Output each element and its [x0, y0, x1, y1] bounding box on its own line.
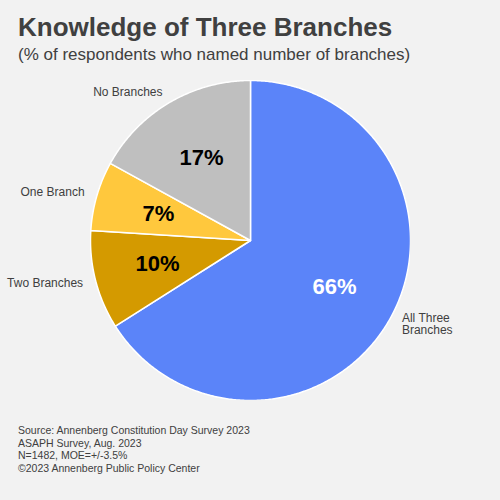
html-text:Source: Annenberg Constitution: Source: Annenberg Constitution Day Surve…	[18, 424, 250, 436]
svg-text:66%: 66%	[313, 274, 357, 299]
html-text:N=1482, MOE=+/-3.5%: N=1482, MOE=+/-3.5%	[18, 449, 128, 461]
svg-text:7%: 7%	[142, 201, 174, 226]
svg-text:No Branches: No Branches	[93, 85, 162, 99]
html-text:Knowledge of Three Branches: Knowledge of Three Branches	[18, 12, 393, 42]
svg-text:17%: 17%	[180, 145, 224, 170]
svg-text:All ThreeBranches: All ThreeBranches	[402, 311, 453, 337]
html-text:©2023 Annenberg Public Policy: ©2023 Annenberg Public Policy Center	[18, 461, 200, 474]
svg-text:One Branch: One Branch	[21, 185, 85, 199]
html-text:ASAPH Survey, Aug. 2023: ASAPH Survey, Aug. 2023	[18, 436, 142, 449]
svg-text:10%: 10%	[135, 251, 179, 276]
html-text:(% of respondents who named nu: (% of respondents who named number of br…	[18, 45, 411, 64]
svg-text:Two Branches: Two Branches	[7, 276, 83, 290]
